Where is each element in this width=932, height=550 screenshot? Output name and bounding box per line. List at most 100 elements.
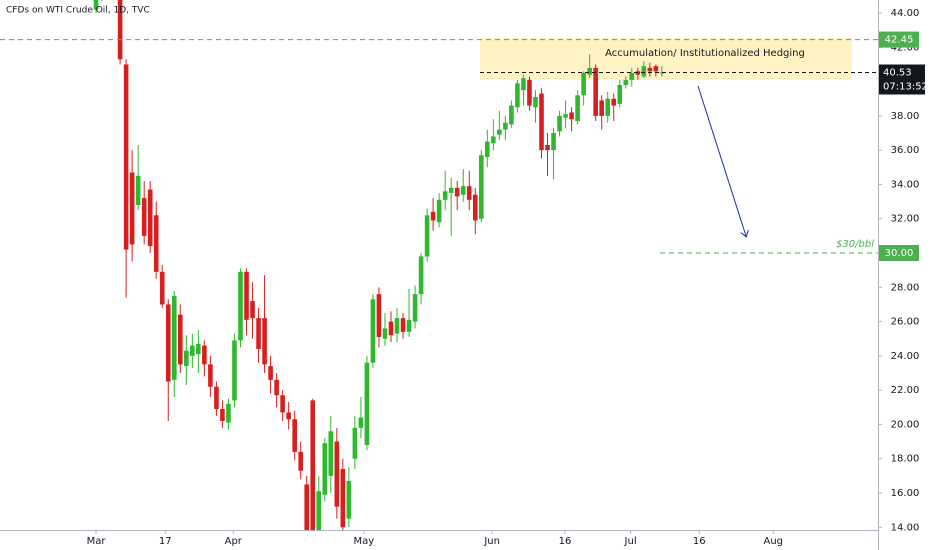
candle-body: [274, 379, 279, 396]
y-tick-label: 22.00: [891, 385, 920, 396]
level-label: 30.00: [885, 248, 914, 259]
candle-body: [346, 480, 352, 519]
candle-body: [460, 186, 466, 195]
candle-body: [117, 0, 123, 60]
candle-body: [322, 443, 328, 495]
y-tick-label: 42.00: [891, 42, 920, 53]
candle-body: [587, 67, 592, 75]
candle-body: [244, 271, 249, 320]
y-tick-label: 32.00: [891, 214, 920, 225]
x-tick-label: 16: [693, 536, 706, 547]
last-price-tag: [879, 64, 925, 95]
candle-body: [340, 468, 346, 528]
x-tick-label: Aug: [763, 536, 783, 547]
candle-body: [352, 427, 358, 459]
candle-body: [358, 417, 364, 428]
candle-body: [93, 0, 99, 10]
candle-body: [286, 412, 291, 420]
candle-body: [593, 67, 598, 116]
candle-body: [659, 72, 665, 74]
candle-body: [153, 215, 159, 272]
candle-body: [262, 318, 267, 365]
candle-body: [232, 340, 237, 401]
y-tick-label: 44.00: [891, 8, 920, 19]
y-tick-label: 26.00: [891, 317, 920, 328]
candle-body: [605, 98, 611, 116]
candle-body: [611, 98, 617, 106]
chart-title: CFDs on WTI Crude Oil, 1D, TVC: [6, 6, 150, 16]
y-tick-label: 24.00: [891, 351, 920, 362]
countdown-label: 07:13:52: [883, 82, 928, 93]
y-tick-label: 28.00: [891, 282, 920, 293]
zone-layer: Accumulation/ Institutionalized Hedging: [480, 37, 852, 80]
candle-body: [382, 328, 388, 339]
candle-body: [533, 97, 538, 108]
candle-body: [623, 79, 629, 86]
candle-body: [123, 64, 129, 250]
candle-body: [448, 187, 454, 194]
candle-body: [268, 366, 273, 380]
candle-body: [292, 419, 297, 452]
candle-body: [147, 189, 153, 247]
candle-body: [575, 95, 580, 122]
candle-body: [521, 78, 526, 91]
candle-body: [581, 73, 586, 96]
candle-body: [436, 199, 442, 223]
candle-body: [509, 105, 514, 125]
x-tick-label: Jun: [483, 536, 500, 547]
candles: [93, 0, 665, 530]
candle-body: [599, 100, 604, 116]
candle-body: [141, 198, 147, 236]
candle-body: [503, 122, 508, 130]
candle-body: [653, 66, 659, 72]
candle-body: [190, 345, 195, 356]
candle-body: [412, 294, 418, 322]
candle-body: [515, 83, 520, 108]
candle-body: [304, 484, 310, 530]
candle-body: [202, 345, 207, 365]
x-tick-label: 16: [559, 536, 572, 547]
candle-body: [226, 403, 231, 423]
candle-body: [406, 319, 412, 332]
candle-body: [539, 93, 544, 151]
candle-body: [394, 318, 400, 334]
x-tick-label: May: [354, 536, 375, 547]
candle-body: [551, 133, 556, 151]
candle-body: [171, 295, 177, 380]
y-tick-label: 38.00: [891, 111, 920, 122]
candle-body: [629, 73, 635, 80]
candle-body: [184, 350, 189, 367]
candle-body: [376, 294, 382, 337]
candle-body: [647, 67, 653, 72]
candle-body: [129, 172, 135, 245]
candle-body: [135, 175, 141, 206]
candle-body: [196, 343, 201, 355]
candle-body: [641, 66, 647, 77]
candle-body: [485, 141, 490, 158]
y-tick-label: 14.00: [891, 522, 920, 533]
candle-body: [388, 321, 394, 336]
last-price-label: 40.53: [883, 68, 912, 79]
candle-body: [328, 431, 334, 476]
projection-arrow: [697, 85, 746, 236]
candle-body: [545, 145, 550, 151]
x-tick-label: Mar: [87, 536, 107, 547]
candle-body: [491, 136, 496, 144]
candle-body: [214, 386, 219, 409]
level-tag: [879, 31, 919, 48]
y-tick-label: 20.00: [891, 419, 920, 430]
candle-body: [298, 451, 303, 471]
candle-body: [563, 114, 568, 118]
candle-body: [569, 112, 574, 120]
candle-body: [165, 304, 171, 382]
candle-body: [557, 115, 562, 132]
candle-body: [617, 85, 623, 104]
candle-body: [159, 271, 165, 305]
zone-label: Accumulation/ Institutionalized Hedging: [605, 48, 805, 59]
candle-body: [478, 155, 484, 219]
candle-body: [220, 408, 225, 421]
candle-body: [454, 187, 460, 197]
candle-body: [424, 215, 430, 257]
